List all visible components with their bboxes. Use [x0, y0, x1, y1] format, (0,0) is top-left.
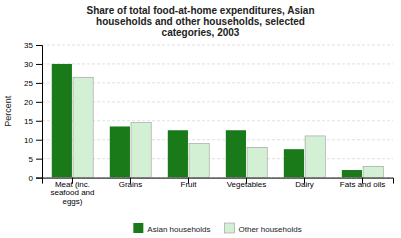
- legend-label: Other households: [239, 225, 302, 234]
- x-tick-label-line: Fats and oils: [340, 180, 385, 189]
- legend-item: Other households: [225, 223, 302, 234]
- x-tick-label-line: Vegetables: [227, 180, 267, 189]
- bar-series: [52, 64, 362, 178]
- bar: [110, 126, 130, 177]
- legend-swatch: [133, 223, 143, 233]
- grid-line: [42, 82, 393, 83]
- x-tick-label: Grains: [119, 180, 143, 189]
- y-axis: 0 5 10 15 20 25 30 35: [24, 41, 42, 183]
- chart-svg: Share of total food-at-home expenditures…: [0, 0, 401, 238]
- bar-series: [73, 77, 383, 177]
- x-tick: Vegetables: [227, 178, 267, 189]
- y-tick-label: 0: [29, 174, 34, 183]
- x-tick: Grains: [119, 178, 143, 189]
- x-tick-label: Fats and oils: [340, 180, 385, 189]
- bar: [131, 123, 151, 178]
- bar: [52, 64, 72, 178]
- y-tick: 10: [24, 136, 42, 145]
- y-tick: 15: [24, 117, 42, 126]
- y-tick: 25: [24, 79, 42, 88]
- y-tick: 20: [24, 98, 42, 107]
- y-axis-title: Percent: [3, 95, 13, 127]
- bar: [189, 144, 209, 178]
- x-tick-label-line: eggs): [62, 197, 82, 206]
- x-tick-label: Fruit: [180, 180, 197, 189]
- y-tick: 30: [24, 60, 42, 69]
- y-tick: 0: [29, 174, 42, 183]
- bar: [284, 149, 304, 177]
- grid-line: [42, 158, 393, 159]
- y-tick: 5: [29, 155, 42, 164]
- y-tick-mark: [36, 45, 42, 46]
- x-tick: Dairy: [295, 178, 314, 189]
- grid-line: [42, 101, 393, 102]
- x-tick-label-line: seafood and: [50, 188, 94, 197]
- bar: [168, 130, 188, 177]
- y-tick-mark: [36, 64, 42, 65]
- y-tick-label: 5: [29, 155, 34, 164]
- grid: [42, 45, 393, 178]
- legend-label: Asian households: [147, 225, 210, 234]
- bar: [73, 77, 93, 177]
- x-axis: Meat (inc.seafood andeggs) Grains Fruit Veg…: [43, 178, 394, 207]
- chart-container: Share of total food-at-home expenditures…: [0, 0, 401, 238]
- chart-title-line: households and other households, selecte…: [96, 16, 305, 27]
- y-tick: 35: [24, 41, 42, 50]
- x-tick-label: Vegetables: [227, 180, 267, 189]
- x-tick: Fruit: [180, 178, 197, 189]
- legend-swatch: [225, 223, 235, 233]
- bar: [342, 170, 362, 178]
- x-tick-label-line: Fruit: [180, 180, 197, 189]
- y-axis-line: [36, 46, 43, 179]
- x-tick-label-line: Grains: [119, 180, 143, 189]
- legend: Asian households Other households: [133, 223, 301, 234]
- y-tick-label: 35: [24, 41, 33, 50]
- legend-item: Asian households: [133, 223, 210, 234]
- y-tick-label: 30: [24, 60, 33, 69]
- plot-area: 0 5 10 15 20 25 30 35 Meat (inc.seafood andeggs)…: [24, 41, 393, 206]
- x-tick: Meat (inc.seafood andeggs): [50, 178, 94, 207]
- y-tick-mark: [36, 140, 42, 141]
- bar: [226, 130, 246, 177]
- y-tick-mark: [36, 159, 42, 160]
- x-tick-label: Meat (inc.seafood andeggs): [50, 180, 94, 207]
- grid-line: [42, 139, 393, 140]
- bar: [305, 136, 325, 178]
- y-tick-label: 20: [24, 98, 33, 107]
- y-tick-mark: [36, 102, 42, 103]
- bar: [363, 166, 383, 177]
- x-tick-label: Dairy: [295, 180, 314, 189]
- bars: [52, 64, 383, 178]
- grid-line: [42, 45, 393, 46]
- chart-title-line: Share of total food-at-home expenditures…: [87, 5, 315, 16]
- grid-line: [42, 120, 393, 121]
- x-tick-label-line: Dairy: [295, 180, 314, 189]
- x-tick: Fats and oils: [340, 178, 385, 189]
- y-tick-mark: [36, 121, 42, 122]
- bar: [247, 147, 267, 177]
- y-tick-label: 10: [24, 136, 33, 145]
- y-tick-label: 15: [24, 117, 33, 126]
- y-tick-label: 25: [24, 79, 33, 88]
- chart-title: Share of total food-at-home expenditures…: [87, 5, 315, 38]
- y-tick-mark: [36, 178, 42, 179]
- x-tick-label-line: Meat (inc.: [55, 180, 90, 189]
- y-tick-mark: [36, 83, 42, 84]
- chart-title-line: categories, 2003: [162, 27, 240, 38]
- grid-line: [42, 63, 393, 64]
